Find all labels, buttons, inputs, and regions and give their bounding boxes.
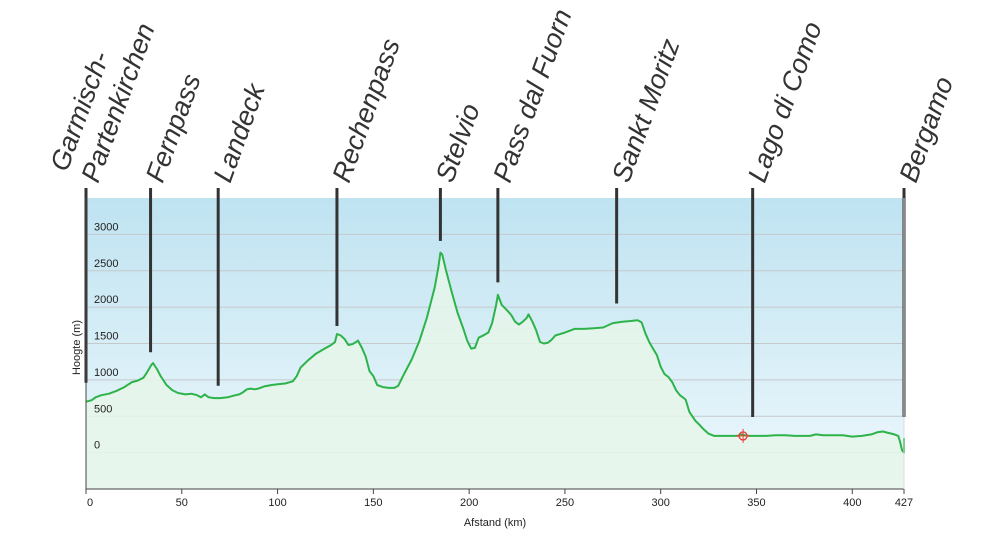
y-tick-label: 500	[94, 403, 112, 415]
elevation-area	[85, 251, 905, 489]
place-label: Garmisch-Partenkirchen	[44, 19, 160, 186]
elevation-line	[85, 251, 905, 454]
crosshair-marker-icon	[736, 428, 751, 443]
y-tick-label: 3000	[94, 221, 118, 233]
place-label: Bergamo	[893, 73, 959, 186]
x-tick-label: 427	[895, 497, 913, 509]
x-tick-label: 300	[652, 497, 670, 509]
place-label: Pass dal Fuorn	[487, 5, 577, 186]
place-label: Stelvio	[430, 100, 486, 186]
x-axis-title: Afstand (km)	[464, 517, 526, 529]
place-label-text: Landeck	[208, 78, 272, 186]
place-label-text: Sankt Moritz	[606, 34, 686, 186]
place-label: Sankt Moritz	[606, 34, 686, 186]
y-tick-label: 1500	[94, 331, 118, 343]
x-tick-label: 0	[87, 497, 93, 509]
x-tick-label: 150	[364, 497, 382, 509]
terrain-fill	[86, 252, 904, 489]
axes: 0 500 1000 1500 2000 2500 3000 0 50 100 150 200 250 3…	[85, 198, 913, 509]
place-label-text: Bergamo	[893, 73, 959, 186]
x-tick-label: 350	[747, 497, 765, 509]
x-tick-label: 250	[556, 497, 574, 509]
place-label-text: Fernpass	[140, 70, 207, 186]
x-tick-label: 400	[843, 497, 861, 509]
place-label: Lago di Como	[742, 18, 828, 186]
place-label: Landeck	[208, 78, 272, 186]
y-axis-title: Hoogte (m)	[71, 320, 83, 375]
place-label-text: Stelvio	[430, 100, 486, 186]
place-label-text: Lago di Como	[742, 18, 828, 186]
x-tick-label: 50	[176, 497, 188, 509]
y-tick-label: 1000	[94, 367, 118, 379]
y-tick-label: 2500	[94, 258, 118, 270]
place-label-text: Pass dal Fuorn	[487, 5, 577, 186]
place-label: Fernpass	[140, 70, 207, 186]
y-tick-label: 0	[94, 440, 100, 452]
x-tick-label: 200	[460, 497, 478, 509]
place-label-text: Rechenpass	[326, 35, 406, 186]
x-tick-label: 100	[268, 497, 286, 509]
place-label: Rechenpass	[326, 35, 406, 186]
y-tick-label: 2000	[94, 294, 118, 306]
